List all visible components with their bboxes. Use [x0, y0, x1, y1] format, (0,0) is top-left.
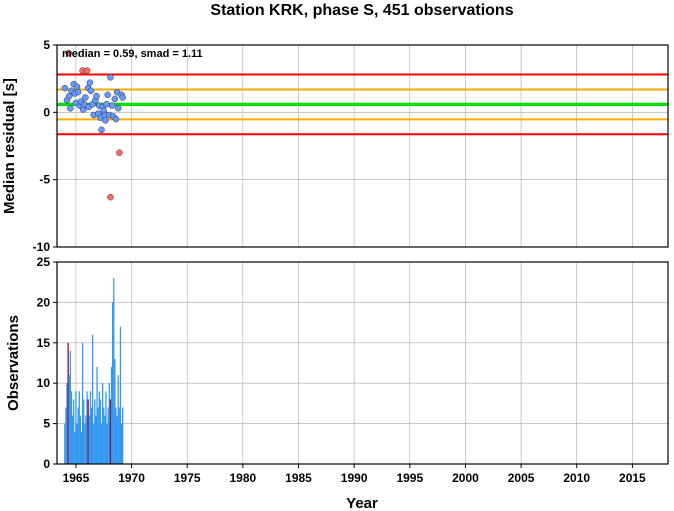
residual-y-tick-label: 5: [43, 38, 50, 52]
year-x-tick-label: 1970: [118, 471, 145, 485]
reference-lines: [57, 73, 668, 136]
year-x-tick-label: 1990: [341, 471, 368, 485]
residual-point: [67, 105, 74, 112]
residual-point: [104, 91, 111, 99]
residual-point: [74, 88, 82, 96]
year-x-tick-label: 2010: [563, 471, 590, 485]
observations-panel: 0 5 10 15 20 25 1965 1970 1975 1980 1985 1990 1995 2…: [5, 255, 669, 511]
observations-y-tick-label: 5: [43, 417, 50, 431]
residual-point: [108, 102, 116, 109]
year-x-tick-label: 1985: [285, 471, 312, 485]
residual-point: [86, 79, 94, 86]
residual-points: [61, 49, 126, 201]
year-x-tick-label: 1965: [63, 471, 90, 485]
residual-point: [107, 74, 114, 81]
observations-y-ticks: 0 5 10 15 20 25: [37, 255, 57, 471]
residual-point: [98, 126, 105, 134]
observations-grid: [57, 261, 668, 465]
residual-y-tick-label: -10: [33, 240, 51, 254]
outlier-point: [83, 67, 91, 74]
year-x-ticks: 1965 1970 1975 1980 1985 1990 1995 2000 2005 2010…: [63, 464, 646, 485]
residual-panel-frame: [56, 44, 669, 248]
year-x-tick-label: 1975: [174, 471, 201, 485]
residual-point: [119, 94, 126, 101]
residual-point: [87, 87, 95, 95]
outlier-point: [107, 193, 114, 201]
residual-point: [112, 115, 120, 123]
outlier-point: [65, 49, 72, 57]
observations-panel-frame: [56, 261, 669, 465]
observations-y-tick-label: 20: [37, 295, 51, 309]
residual-point: [73, 83, 81, 90]
residual-point: [61, 84, 69, 92]
observations-y-tick-label: 0: [43, 457, 50, 471]
residual-y-tick-label: -5: [39, 173, 50, 187]
residual-panel: 5 0 -5 -10 median = 0.59, smad = 1.11 Media…: [1, 38, 669, 254]
year-x-tick-label: 1980: [230, 471, 257, 485]
year-x-tick-label: 1995: [396, 471, 423, 485]
residual-point: [79, 106, 87, 113]
residual-point: [93, 92, 100, 100]
residual-y-tick-label: 0: [43, 105, 50, 119]
residual-point: [82, 94, 89, 101]
residual-point: [103, 101, 110, 108]
year-x-tick-label: 2005: [508, 471, 535, 485]
observation-bars: [64, 278, 124, 464]
observations-y-tick-label: 25: [37, 255, 51, 269]
residual-y-axis-label: Median residual [s]: [1, 78, 18, 214]
residual-point: [102, 117, 109, 124]
year-x-axis-label: Year: [346, 495, 378, 511]
residual-point: [111, 95, 119, 103]
observations-y-tick-label: 15: [37, 336, 51, 350]
median-annotation: median = 0.59, smad = 1.11: [62, 48, 203, 60]
observations-y-axis-label: Observations: [5, 315, 22, 411]
residual-y-ticks: 5 0 -5 -10: [33, 38, 57, 254]
year-x-tick-label: 2015: [619, 471, 646, 485]
outlier-point: [116, 149, 123, 156]
residual-point: [65, 92, 73, 100]
year-x-tick-label: 2000: [452, 471, 479, 485]
observations-y-tick-label: 10: [37, 376, 51, 390]
residual-point: [114, 105, 122, 112]
chart-title: Station KRK, phase S, 451 observations: [210, 2, 513, 19]
